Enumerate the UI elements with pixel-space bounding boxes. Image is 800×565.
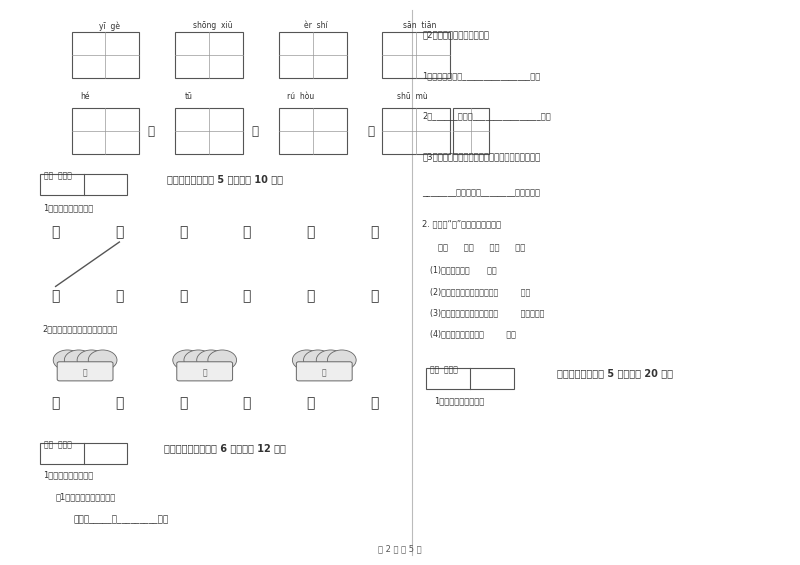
Bar (454, 108, 489, 154)
Text: 六: 六 (322, 368, 326, 377)
Bar (382, 108, 450, 154)
Circle shape (54, 350, 82, 370)
Bar (40, 174, 127, 195)
Text: 美丽的_____好_________啊！: 美丽的_____好_________啊！ (73, 515, 168, 524)
Text: 1、照样子，写句子。: 1、照样子，写句子。 (43, 471, 93, 480)
Text: 反: 反 (242, 289, 251, 303)
Text: 四、连一连（每题 5 分，共计 10 分）: 四、连一连（每题 5 分，共计 10 分） (166, 175, 282, 185)
Text: 近: 近 (51, 225, 60, 239)
Text: 小心      放心      担心      开心: 小心 放心 担心 开心 (438, 243, 526, 252)
Text: 土: 土 (51, 397, 60, 410)
Text: 来: 来 (179, 225, 187, 239)
Text: 1、照样子，连一连。: 1、照样子，连一连。 (43, 204, 93, 213)
Bar (40, 443, 127, 464)
Text: 得分  评卷人: 得分 评卷人 (430, 365, 458, 374)
Text: tū: tū (185, 93, 193, 102)
Circle shape (197, 350, 226, 370)
Text: 天: 天 (306, 397, 315, 410)
Circle shape (77, 350, 106, 370)
Bar (279, 108, 346, 154)
Text: 树: 树 (367, 125, 374, 138)
Text: 例2：我们正忙着般东西呢！: 例2：我们正忙着般东西呢！ (422, 31, 490, 40)
Text: 第 2 页 八 5 页: 第 2 页 八 5 页 (378, 545, 422, 554)
Text: 得分  评卷人: 得分 评卷人 (44, 440, 71, 449)
Circle shape (327, 350, 356, 370)
Text: (4)小朋友过马路时要（         ）。: (4)小朋友过马路时要（ ）。 (430, 330, 516, 339)
Text: hé: hé (80, 93, 90, 102)
Text: 2、______正忙着________________呢！: 2、______正忙着________________呢！ (422, 111, 551, 120)
Circle shape (88, 350, 117, 370)
Text: 多: 多 (306, 289, 315, 303)
Text: 五、补充句子（每题 6 分，共计 12 分）: 五、补充句子（每题 6 分，共计 12 分） (164, 444, 286, 453)
Text: ________很大很大，________很多很多。: ________很大很大，________很多很多。 (422, 189, 540, 198)
Bar (279, 32, 346, 79)
Circle shape (208, 350, 237, 370)
FancyBboxPatch shape (57, 362, 113, 381)
Text: 有: 有 (51, 289, 60, 303)
Text: 得分  评卷人: 得分 评卷人 (44, 171, 71, 180)
Text: 苗: 苗 (147, 125, 154, 138)
Text: 2、我会把笔画数相同的连一连。: 2、我会把笔画数相同的连一连。 (43, 325, 118, 334)
Bar (175, 108, 243, 154)
Circle shape (173, 350, 202, 370)
Text: 1、我还儿歌量本领。: 1、我还儿歌量本领。 (434, 396, 485, 405)
Text: 大: 大 (242, 397, 251, 410)
Text: (3)奶奶的身体好了，妈妈才（         ）地回家。: (3)奶奶的身体好了，妈妈才（ ）地回家。 (430, 308, 545, 318)
Text: (2)娹娹得到了洋娃娃，非常（         ）。: (2)娹娹得到了洋娃娃，非常（ ）。 (430, 287, 530, 296)
Text: shōng  xiŭ: shōng xiŭ (193, 21, 233, 30)
Text: 远: 远 (179, 289, 187, 303)
Text: yī  gè: yī gè (98, 21, 119, 31)
FancyBboxPatch shape (177, 362, 233, 381)
Text: èr  shí: èr shí (305, 21, 328, 30)
FancyBboxPatch shape (296, 362, 352, 381)
Text: (1)班长做事很（       ）。: (1)班长做事很（ ）。 (430, 266, 497, 275)
Text: 例1：美丽的小路好亮啊！: 例1：美丽的小路好亮啊！ (55, 492, 116, 501)
Text: 二: 二 (82, 368, 87, 377)
Text: 禾: 禾 (370, 397, 378, 410)
Text: 无: 无 (115, 225, 123, 239)
Bar (71, 32, 139, 79)
Text: 个: 个 (179, 397, 187, 410)
Text: 例3：植物园很大很大，里面的花草树木很多很多。: 例3：植物园很大很大，里面的花草树木很多很多。 (422, 152, 541, 161)
Text: 白: 白 (370, 289, 378, 303)
Text: sān  tiān: sān tiān (403, 21, 437, 30)
Circle shape (184, 350, 213, 370)
Text: 四: 四 (202, 368, 207, 377)
Circle shape (292, 350, 321, 370)
Bar (175, 32, 243, 79)
Text: rú  hòu: rú hòu (286, 93, 314, 102)
Text: 2. 选择和“心”组成的词语填在句: 2. 选择和“心”组成的词语填在句 (422, 220, 502, 228)
Text: 地: 地 (251, 125, 258, 138)
Text: 去: 去 (115, 289, 123, 303)
Bar (71, 108, 139, 154)
Circle shape (303, 350, 332, 370)
Text: 木: 木 (115, 397, 123, 410)
Text: 正: 正 (370, 225, 378, 239)
Text: 六、综合题（每题 5 分，共计 20 分）: 六、综合题（每题 5 分，共计 20 分） (558, 368, 674, 379)
Text: shū  mù: shū mù (397, 93, 427, 102)
Bar (426, 368, 514, 389)
Text: 1、李老师正忙着________________呢！: 1、李老师正忙着________________呢！ (422, 71, 541, 80)
Bar (382, 32, 450, 79)
Text: 黑: 黑 (306, 225, 315, 239)
Circle shape (316, 350, 345, 370)
Text: 少: 少 (242, 225, 251, 239)
Circle shape (64, 350, 93, 370)
